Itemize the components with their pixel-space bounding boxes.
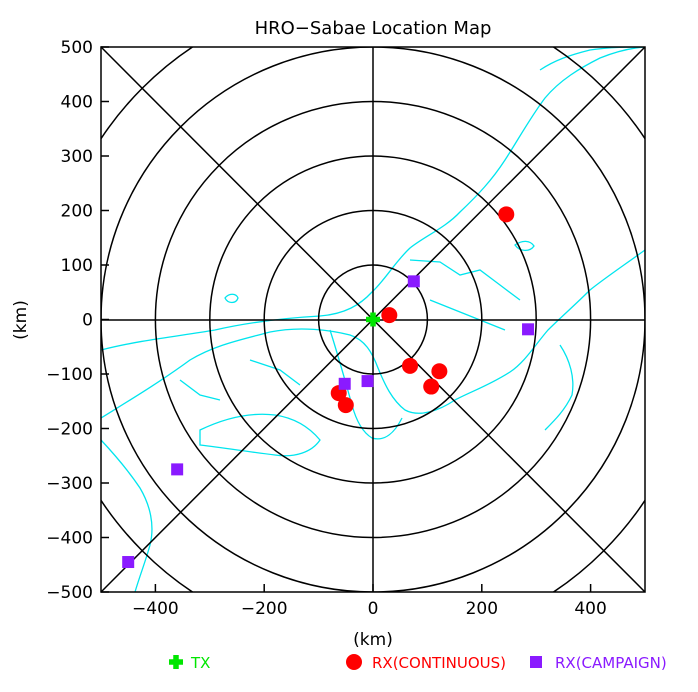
y-tick-label: −400 xyxy=(46,529,93,549)
map-title: HRO−Sabae Location Map xyxy=(255,18,492,39)
y-tick-label: −200 xyxy=(46,420,93,440)
coastline-kyushu xyxy=(101,439,153,592)
rx-campaign-marker xyxy=(171,463,184,476)
legend-rx-campaign: RX(CAMPAIGN) xyxy=(530,654,667,672)
y-ticks: 500 400 300 200 100 0 −100 −200 −300 −400 −500 xyxy=(46,38,109,603)
rx-continuous-marker xyxy=(431,363,448,380)
rx-continuous-marker xyxy=(401,357,418,374)
y-tick-label: 500 xyxy=(61,38,93,58)
y-tick-label: −300 xyxy=(46,474,93,494)
rx-continuous-marker xyxy=(423,378,440,395)
rx-campaign-marker xyxy=(122,556,135,569)
legend-tx-marker xyxy=(169,655,183,669)
y-tick-label: 300 xyxy=(61,147,93,167)
y-tick-label: −100 xyxy=(46,365,93,385)
rx-campaign-marker xyxy=(361,375,374,388)
x-tick-label: −400 xyxy=(132,599,179,619)
x-tick-label: 0 xyxy=(368,599,379,619)
coastline-hokkaido xyxy=(539,47,645,71)
rx-continuous-marker xyxy=(381,307,398,324)
rx-continuous-marker xyxy=(498,206,515,223)
station-markers xyxy=(122,206,535,569)
y-tick-label: 0 xyxy=(82,311,93,331)
rx-campaign-marker xyxy=(522,323,535,336)
coastline-honshu-south xyxy=(101,249,645,419)
y-tick-label: 400 xyxy=(61,93,93,113)
x-axis-label: (km) xyxy=(353,630,393,650)
coastline-honshu-north xyxy=(101,47,645,351)
coastline-boso xyxy=(544,344,574,431)
rx-campaign-marker xyxy=(338,377,351,390)
y-tick-label: 200 xyxy=(61,202,93,222)
legend-tx: TX xyxy=(169,654,210,672)
rx-continuous-marker xyxy=(337,397,354,414)
legend: TX RX(CONTINUOUS) RX(CAMPAIGN) xyxy=(169,654,667,672)
y-tick-label: 100 xyxy=(61,256,93,276)
legend-rx-campaign-marker xyxy=(530,656,542,668)
plot-area xyxy=(101,47,645,592)
coastline-kii xyxy=(329,329,403,440)
x-tick-label: 200 xyxy=(466,599,498,619)
legend-rx-continuous-label: RX(CONTINUOUS) xyxy=(372,654,506,672)
coastline-oki xyxy=(224,293,239,304)
legend-rx-campaign-label: RX(CAMPAIGN) xyxy=(555,654,667,672)
x-tick-label: 400 xyxy=(574,599,606,619)
rx-campaign-marker xyxy=(407,275,420,288)
coastline-layer xyxy=(101,47,645,592)
coastline-shikoku xyxy=(199,413,321,457)
legend-tx-label: TX xyxy=(190,654,210,672)
coastline-inland xyxy=(179,259,521,401)
x-ticks: −400 −200 0 200 400 xyxy=(132,584,607,619)
x-tick-label: −200 xyxy=(241,599,288,619)
tx-marker xyxy=(366,312,380,327)
legend-rx-continuous-marker xyxy=(346,654,362,670)
legend-rx-continuous: RX(CONTINUOUS) xyxy=(346,654,506,672)
y-axis-label: (km) xyxy=(11,300,31,340)
y-tick-label: −500 xyxy=(46,583,93,603)
